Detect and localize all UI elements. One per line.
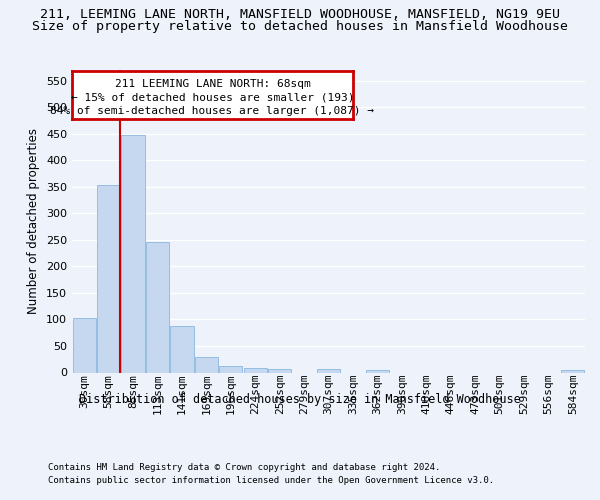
Bar	[366, 370, 389, 372]
Bar	[146, 242, 169, 372]
Text: 211, LEEMING LANE NORTH, MANSFIELD WOODHOUSE, MANSFIELD, NG19 9EU: 211, LEEMING LANE NORTH, MANSFIELD WOODH…	[40, 8, 560, 20]
Text: 211 LEEMING LANE NORTH: 68sqm: 211 LEEMING LANE NORTH: 68sqm	[115, 80, 310, 90]
Text: Distribution of detached houses by size in Mansfield Woodhouse: Distribution of detached houses by size …	[79, 392, 521, 406]
Text: Size of property relative to detached houses in Mansfield Woodhouse: Size of property relative to detached ho…	[32, 20, 568, 33]
Bar	[73, 318, 96, 372]
Bar	[121, 134, 145, 372]
Y-axis label: Number of detached properties: Number of detached properties	[28, 128, 40, 314]
Text: 84% of semi-detached houses are larger (1,087) →: 84% of semi-detached houses are larger (…	[50, 106, 374, 116]
Text: Contains public sector information licensed under the Open Government Licence v3: Contains public sector information licen…	[48, 476, 494, 485]
Bar	[317, 370, 340, 372]
Bar	[170, 326, 194, 372]
Bar	[97, 185, 120, 372]
Bar	[268, 370, 291, 372]
Text: Contains HM Land Registry data © Crown copyright and database right 2024.: Contains HM Land Registry data © Crown c…	[48, 462, 440, 471]
Bar	[219, 366, 242, 372]
Bar	[561, 370, 584, 372]
Bar	[195, 356, 218, 372]
Text: ← 15% of detached houses are smaller (193): ← 15% of detached houses are smaller (19…	[71, 93, 354, 103]
Bar	[244, 368, 267, 372]
